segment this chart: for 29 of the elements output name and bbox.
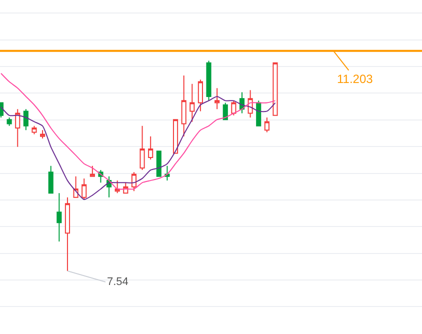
candlestick [256, 100, 262, 126]
candlestick [172, 119, 178, 154]
candlestick [6, 117, 12, 126]
candlestick [23, 108, 28, 131]
candlestick [272, 62, 278, 116]
candlestick [222, 102, 228, 120]
candlestick [40, 130, 46, 140]
candlestick [82, 178, 87, 200]
candlestick [48, 165, 54, 194]
candlestick [148, 136, 154, 160]
text: 11.203 [337, 72, 374, 86]
candlestick [140, 125, 145, 171]
candlestick [198, 79, 203, 112]
candlestick [131, 172, 136, 192]
candlestick [206, 60, 212, 102]
candlestick [181, 74, 186, 137]
candlestick [164, 165, 170, 182]
candlestick [90, 165, 95, 177]
candlestick [156, 150, 162, 177]
candlestick [15, 108, 20, 148]
candlestick [64, 196, 70, 272]
candlestick [114, 180, 120, 194]
candlestick [214, 88, 220, 110]
candlestick [32, 125, 37, 135]
candlestick [190, 83, 195, 122]
candlestick [264, 117, 270, 133]
candlestick [231, 100, 236, 116]
text: 7.54 [107, 276, 128, 288]
candlestick [56, 192, 62, 242]
